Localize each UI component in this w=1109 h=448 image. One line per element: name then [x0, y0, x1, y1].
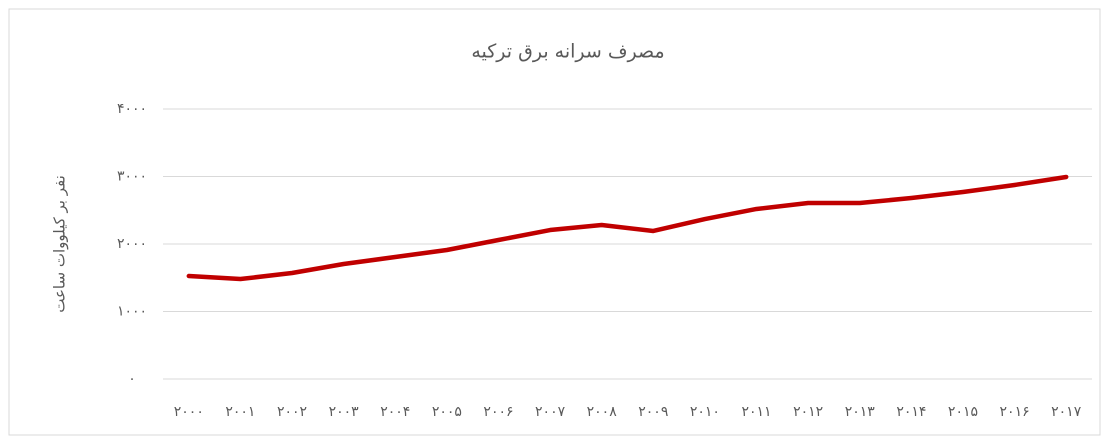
x-tick-label: ۲۰۱۵	[948, 404, 978, 420]
x-tick-label: ۲۰۰۶	[483, 404, 513, 420]
x-tick-label: ۲۰۰۰	[174, 404, 204, 420]
x-tick-label: ۲۰۱۳	[845, 404, 876, 420]
line-series	[186, 174, 1069, 282]
x-tick-label: ۲۰۰۲	[277, 404, 307, 420]
y-tick-label: ۲۰۰۰	[117, 236, 147, 252]
x-tick-label: ۲۰۱۱	[741, 404, 771, 420]
x-tick-label: ۲۰۱۰	[690, 404, 720, 420]
x-tick-label: ۲۰۰۷	[535, 404, 566, 420]
y-tick-label: ۳۰۰۰	[117, 169, 147, 185]
x-tick-label: ۲۰۰۸	[587, 404, 618, 420]
y-tick-label: ۰	[128, 371, 136, 387]
x-tick-label: ۲۰۱۶	[1000, 404, 1030, 420]
x-tick-label: ۲۰۰۳	[329, 404, 360, 420]
x-tick-label: ۲۰۱۲	[793, 404, 823, 420]
x-tick-label: ۲۰۰۵	[432, 404, 462, 420]
x-tick-label: ۲۰۱۴	[896, 404, 926, 420]
x-tick-label: ۲۰۱۷	[1051, 404, 1082, 420]
y-tick-label: ۴۰۰۰	[117, 101, 147, 117]
x-tick-label: ۲۰۰۱	[225, 404, 255, 420]
x-tick-label: ۲۰۰۴	[380, 404, 410, 420]
x-tick-label: ۲۰۰۹	[638, 404, 668, 420]
y-tick-label: ۱۰۰۰	[117, 304, 147, 320]
y-axis-label: نفر بر کیلووات ساعت	[51, 175, 69, 313]
chart-title: مصرف سرانه برق ترکیه	[471, 41, 664, 63]
chart-border	[8, 8, 1101, 436]
